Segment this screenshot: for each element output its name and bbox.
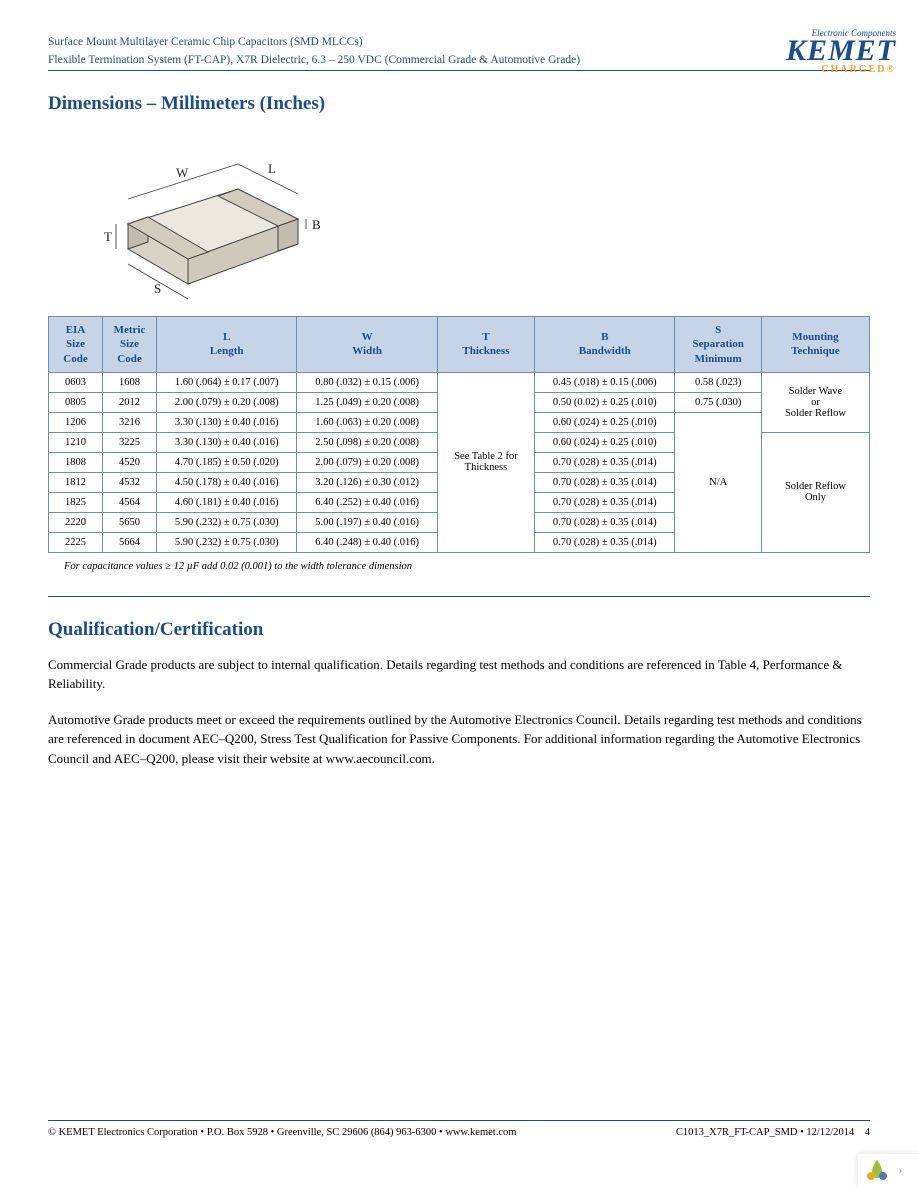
table-cell: 5664 xyxy=(103,532,157,552)
table-cell: 5.00 (.197) ± 0.40 (.016) xyxy=(297,512,437,532)
col-length: LLength xyxy=(157,317,297,373)
mounting-cell-1: Solder WaveorSolder Reflow xyxy=(761,372,869,432)
table-cell: 0805 xyxy=(49,392,103,412)
table-header-row: EIASizeCode MetricSizeCode LLength WWidt… xyxy=(49,317,870,373)
diagram-label-T: T xyxy=(104,229,112,244)
diagram-label-B: B xyxy=(312,217,321,232)
footer-rule xyxy=(48,1120,870,1121)
col-thickness: TThickness xyxy=(437,317,534,373)
chip-diagram: W L T B S xyxy=(68,129,328,304)
header-rule xyxy=(48,70,870,71)
table-cell: 4564 xyxy=(103,492,157,512)
thickness-merged-cell: See Table 2 for Thickness xyxy=(437,372,534,552)
table-cell: 3.30 (.130) ± 0.40 (.016) xyxy=(157,412,297,432)
col-width: WWidth xyxy=(297,317,437,373)
col-eia: EIASizeCode xyxy=(49,317,103,373)
section-rule xyxy=(48,596,870,597)
table-cell: 0.58 (.023) xyxy=(675,372,761,392)
table-cell: 0.70 (.028) ± 0.35 (.014) xyxy=(535,532,675,552)
col-mounting: MountingTechnique xyxy=(761,317,869,373)
table-cell: 2.00 (.079) ± 0.20 (.008) xyxy=(297,452,437,472)
table-cell: 1206 xyxy=(49,412,103,432)
table-cell: 4532 xyxy=(103,472,157,492)
table-cell: 5.90 (.232) ± 0.75 (.030) xyxy=(157,512,297,532)
table-cell: 2220 xyxy=(49,512,103,532)
corner-widget[interactable]: › xyxy=(858,1154,918,1188)
qualification-para-1: Commercial Grade products are subject to… xyxy=(48,655,870,694)
table-cell: 6.40 (.252) ± 0.40 (.016) xyxy=(297,492,437,512)
table-cell: 2012 xyxy=(103,392,157,412)
col-metric: MetricSizeCode xyxy=(103,317,157,373)
table-cell: 3.30 (.130) ± 0.40 (.016) xyxy=(157,432,297,452)
diagram-label-W: W xyxy=(176,165,189,180)
table-cell: 4520 xyxy=(103,452,157,472)
table-cell: 3225 xyxy=(103,432,157,452)
col-bandwidth: BBandwidth xyxy=(535,317,675,373)
table-cell: 1.60 (.064) ± 0.17 (.007) xyxy=(157,372,297,392)
table-cell: 1812 xyxy=(49,472,103,492)
dimensions-table: EIASizeCode MetricSizeCode LLength WWidt… xyxy=(48,316,870,553)
separation-na-cell: N/A xyxy=(675,412,761,552)
table-cell: 0.70 (.028) ± 0.35 (.014) xyxy=(535,492,675,512)
table-cell: 0.45 (.018) ± 0.15 (.006) xyxy=(535,372,675,392)
header-line-1: Surface Mount Multilayer Ceramic Chip Ca… xyxy=(48,36,870,48)
table-cell: 0.70 (.028) ± 0.35 (.014) xyxy=(535,452,675,472)
table-cell: 0.70 (.028) ± 0.35 (.014) xyxy=(535,512,675,532)
table-cell: 0.60 (.024) ± 0.25 (.010) xyxy=(535,432,675,452)
table-cell: 1825 xyxy=(49,492,103,512)
table-cell: 0.60 (.024) ± 0.25 (.010) xyxy=(535,412,675,432)
table-row: 060316081.60 (.064) ± 0.17 (.007)0.80 (.… xyxy=(49,372,870,392)
dimensions-title: Dimensions – Millimeters (Inches) xyxy=(48,93,870,115)
table-cell: 2.00 (.079) ± 0.20 (.008) xyxy=(157,392,297,412)
table-cell: 1.60 (.063) ± 0.20 (.008) xyxy=(297,412,437,432)
mounting-cell-2: Solder ReflowOnly xyxy=(761,432,869,552)
table-cell: 3.20 (.126) ± 0.30 (.012) xyxy=(297,472,437,492)
table-cell: 0.50 (0.02) ± 0.25 (.010) xyxy=(535,392,675,412)
table-cell: 1.25 (.049) ± 0.20 (.008) xyxy=(297,392,437,412)
table-cell: 4.70 (.185) ± 0.50 (.020) xyxy=(157,452,297,472)
chevron-right-icon: › xyxy=(898,1163,903,1179)
table-cell: 1808 xyxy=(49,452,103,472)
page-footer: © KEMET Electronics Corporation • P.O. B… xyxy=(48,1120,870,1138)
widget-icon xyxy=(862,1156,892,1186)
table-cell: 1608 xyxy=(103,372,157,392)
table-cell: 3216 xyxy=(103,412,157,432)
footer-left: © KEMET Electronics Corporation • P.O. B… xyxy=(48,1127,516,1138)
qualification-title: Qualification/Certification xyxy=(48,619,870,641)
col-separation: SSeparationMinimum xyxy=(675,317,761,373)
qualification-para-2: Automotive Grade products meet or exceed… xyxy=(48,710,870,769)
table-cell: 0.75 (.030) xyxy=(675,392,761,412)
header-line-2: Flexible Termination System (FT-CAP), X7… xyxy=(48,54,870,66)
table-cell: 1210 xyxy=(49,432,103,452)
table-cell: 6.40 (.248) ± 0.40 (.016) xyxy=(297,532,437,552)
table-footnote: For capacitance values ≥ 12 µF add 0.02 … xyxy=(64,561,870,572)
table-cell: 0603 xyxy=(49,372,103,392)
table-cell: 2225 xyxy=(49,532,103,552)
diagram-label-S: S xyxy=(154,281,161,296)
diagram-label-L: L xyxy=(268,161,276,176)
table-cell: 0.70 (.028) ± 0.35 (.014) xyxy=(535,472,675,492)
logo: Electronic Components KEMET CHARGED® xyxy=(786,28,896,75)
table-cell: 4.50 (.178) ± 0.40 (.016) xyxy=(157,472,297,492)
table-cell: 2.50 (.098) ± 0.20 (.008) xyxy=(297,432,437,452)
table-cell: 0.80 (.032) ± 0.15 (.006) xyxy=(297,372,437,392)
footer-right: C1013_X7R_FT-CAP_SMD • 12/12/2014 4 xyxy=(676,1127,870,1138)
table-cell: 5.90 (.232) ± 0.75 (.030) xyxy=(157,532,297,552)
logo-main: KEMET xyxy=(786,34,896,67)
table-cell: 5650 xyxy=(103,512,157,532)
table-cell: 4.60 (.181) ± 0.40 (.016) xyxy=(157,492,297,512)
